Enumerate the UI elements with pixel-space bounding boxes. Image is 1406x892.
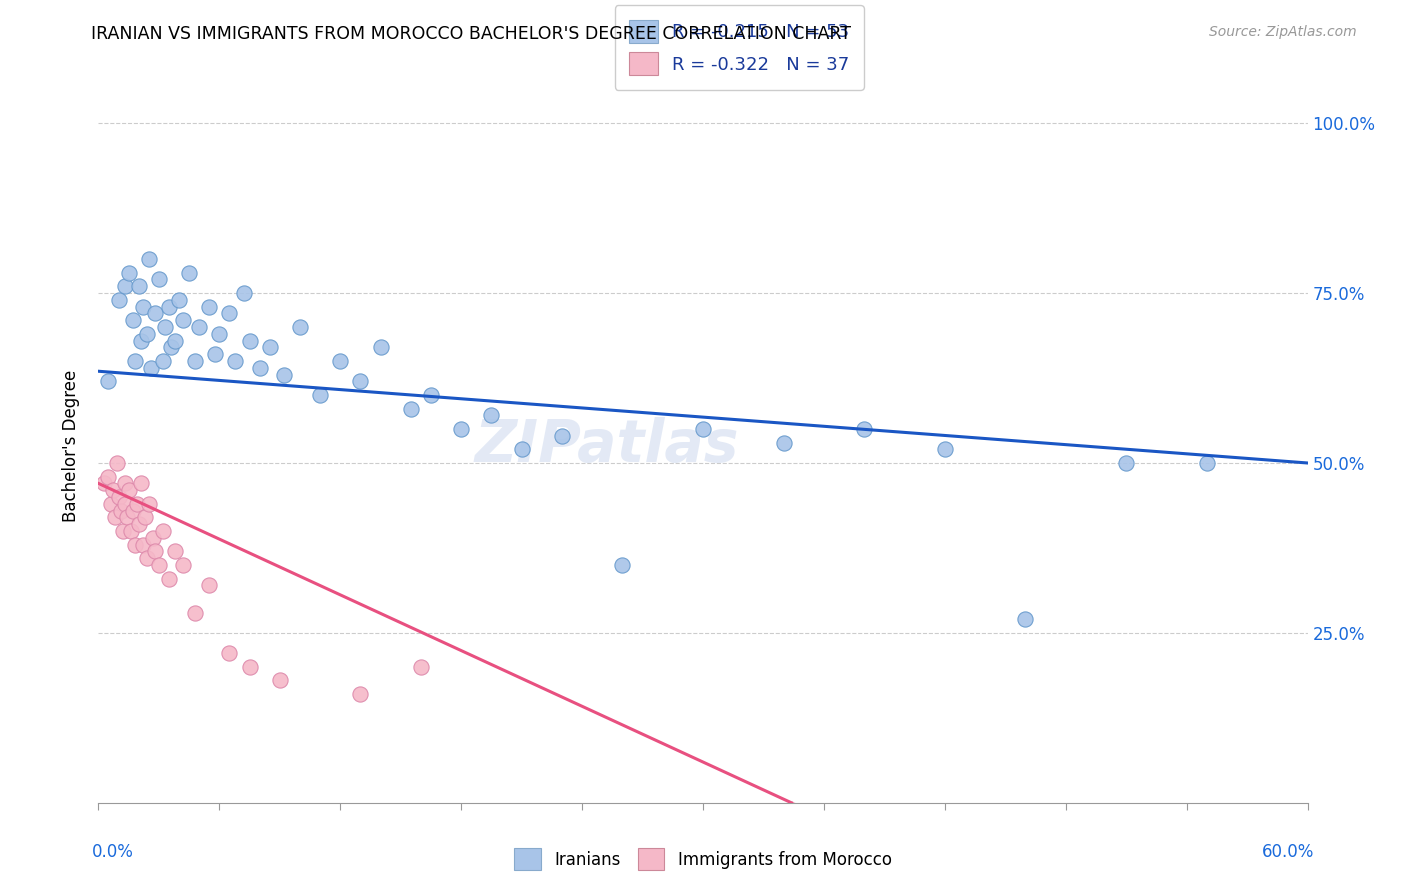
Point [224, 354, 246, 368]
Text: IRANIAN VS IMMIGRANTS FROM MOROCCO BACHELOR'S DEGREE CORRELATION CHART: IRANIAN VS IMMIGRANTS FROM MOROCCO BACHE… [91, 25, 852, 43]
Point [198, 578, 221, 592]
Point [132, 537, 155, 551]
Point [152, 524, 174, 538]
Point [1014, 612, 1036, 626]
Point [115, 510, 138, 524]
Point [204, 347, 226, 361]
Point [110, 503, 132, 517]
Point [510, 442, 533, 457]
Point [157, 572, 180, 586]
Point [142, 531, 165, 545]
Point [450, 422, 472, 436]
Point [399, 401, 422, 416]
Point [105, 456, 128, 470]
Point [97, 469, 120, 483]
Point [97, 375, 120, 389]
Point [125, 497, 148, 511]
Point [100, 497, 122, 511]
Point [134, 510, 156, 524]
Point [249, 360, 271, 375]
Point [139, 360, 162, 375]
Point [114, 279, 136, 293]
Point [157, 300, 180, 314]
Legend: Iranians, Immigrants from Morocco: Iranians, Immigrants from Morocco [508, 842, 898, 877]
Point [152, 354, 174, 368]
Point [138, 497, 160, 511]
Point [135, 551, 157, 566]
Point [198, 300, 221, 314]
Point [107, 490, 129, 504]
Point [309, 388, 332, 402]
Point [111, 524, 134, 538]
Point [148, 272, 170, 286]
Point [853, 422, 876, 436]
Text: 60.0%: 60.0% [1263, 843, 1315, 861]
Point [208, 326, 231, 341]
Point [129, 334, 152, 348]
Point [120, 524, 142, 538]
Point [349, 375, 371, 389]
Point [1195, 456, 1218, 470]
Point [259, 341, 281, 355]
Point [124, 537, 146, 551]
Point [129, 476, 152, 491]
Point [114, 497, 136, 511]
Point [132, 300, 155, 314]
Point [551, 429, 574, 443]
Point [153, 320, 176, 334]
Point [107, 293, 129, 307]
Point [101, 483, 124, 498]
Point [172, 558, 194, 572]
Point [148, 558, 170, 572]
Point [329, 354, 352, 368]
Point [138, 252, 160, 266]
Point [121, 313, 143, 327]
Point [184, 354, 207, 368]
Point [1115, 456, 1137, 470]
Point [772, 435, 794, 450]
Point [172, 313, 194, 327]
Point [612, 558, 634, 572]
Text: 0.0%: 0.0% [91, 843, 134, 861]
Point [118, 483, 141, 498]
Point [184, 606, 207, 620]
Point [179, 266, 201, 280]
Text: Source: ZipAtlas.com: Source: ZipAtlas.com [1209, 25, 1357, 39]
Point [269, 673, 291, 688]
Point [218, 646, 240, 660]
Point [93, 476, 115, 491]
Point [135, 326, 157, 341]
Point [118, 266, 141, 280]
Point [124, 354, 146, 368]
Point [273, 368, 295, 382]
Point [163, 544, 186, 558]
Text: ZIPatlas: ZIPatlas [474, 417, 738, 475]
Point [160, 341, 183, 355]
Point [232, 286, 254, 301]
Point [188, 320, 211, 334]
Point [218, 306, 240, 320]
Point [349, 687, 371, 701]
Point [128, 517, 150, 532]
Point [143, 544, 166, 558]
Point [934, 442, 956, 457]
Point [370, 341, 392, 355]
Point [288, 320, 311, 334]
Point [121, 503, 143, 517]
Point [239, 660, 262, 674]
Point [163, 334, 186, 348]
Point [409, 660, 432, 674]
Point [143, 306, 166, 320]
Point [420, 388, 443, 402]
Point [692, 422, 714, 436]
Point [481, 409, 503, 423]
Point [239, 334, 262, 348]
Point [167, 293, 190, 307]
Point [114, 476, 136, 491]
Y-axis label: Bachelor's Degree: Bachelor's Degree [62, 370, 80, 522]
Point [128, 279, 150, 293]
Point [103, 510, 125, 524]
